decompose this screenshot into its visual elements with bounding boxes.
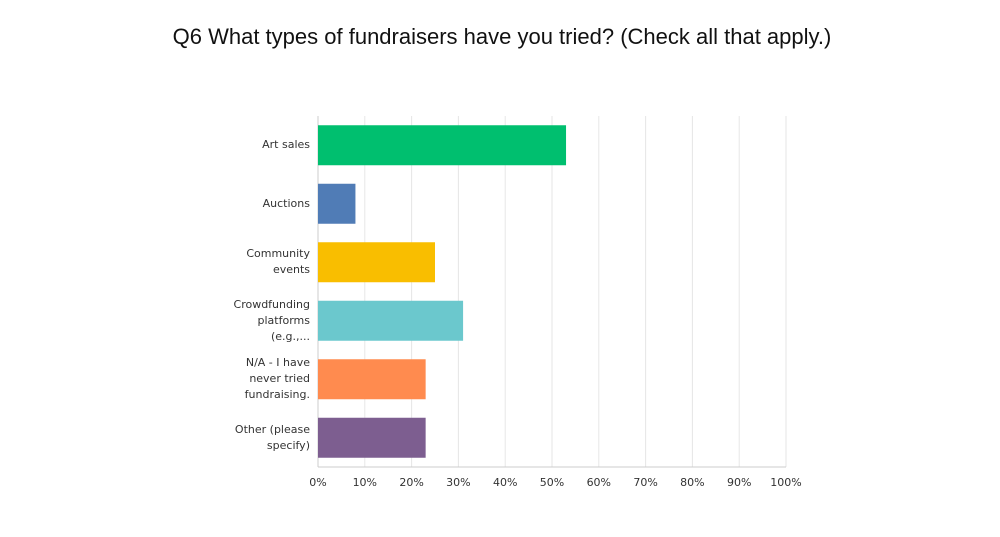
bar (318, 242, 435, 283)
y-tick-label: Other (please specify) (234, 422, 310, 452)
y-tick-label: Art sales (262, 138, 310, 152)
y-tick-label: Crowdfunding platforms (e.g.,... (233, 297, 310, 343)
y-tick-label: Community events (246, 247, 310, 277)
x-tick-label: 70% (633, 476, 657, 489)
chart-title: Q6 What types of fundraisers have you tr… (173, 24, 832, 49)
x-tick-label: 60% (587, 476, 611, 489)
x-tick-label: 0% (309, 476, 326, 489)
bar (318, 359, 426, 400)
bar (318, 125, 567, 166)
bar (318, 183, 356, 224)
x-tick-label: 90% (727, 476, 751, 489)
bar (318, 300, 464, 341)
y-tick-label: Auctions (262, 196, 310, 210)
x-tick-label: 20% (399, 476, 423, 489)
y-tick-label: N/A - I have never tried fundraising. (244, 356, 310, 402)
x-tick-label: 100% (770, 476, 801, 489)
x-tick-label: 10% (353, 476, 377, 489)
x-tick-label: 30% (446, 476, 470, 489)
bar (318, 417, 426, 458)
x-tick-label: 80% (680, 476, 704, 489)
x-tick-label: 40% (493, 476, 517, 489)
x-tick-label: 50% (540, 476, 564, 489)
